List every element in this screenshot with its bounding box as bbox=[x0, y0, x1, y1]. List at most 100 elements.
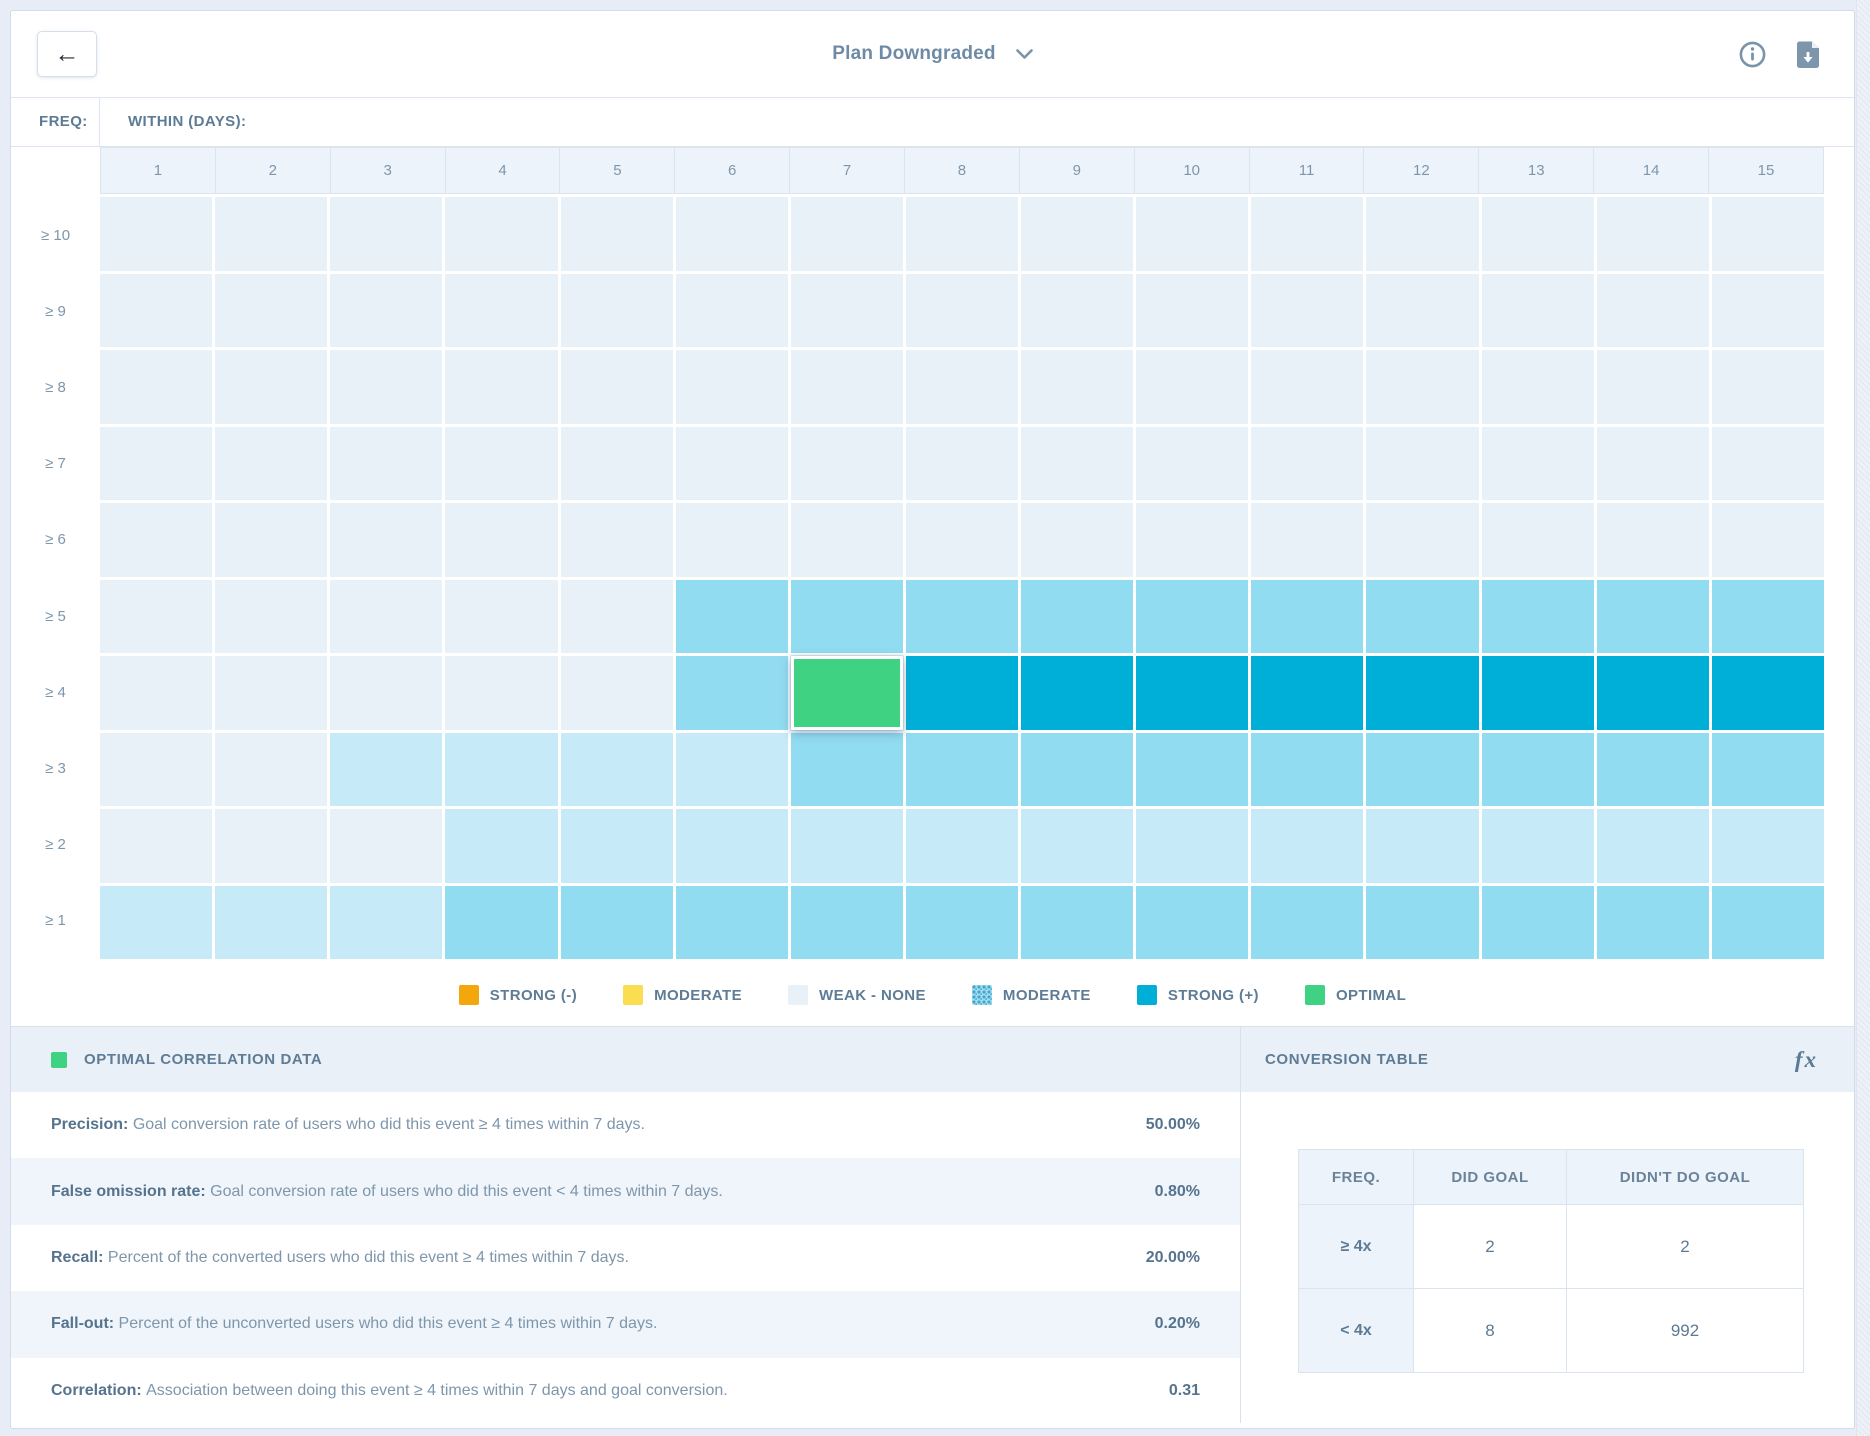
heatmap-cell[interactable] bbox=[905, 809, 1019, 883]
heatmap-cell[interactable] bbox=[1366, 426, 1479, 500]
heatmap-cell[interactable] bbox=[100, 273, 213, 347]
heatmap-cell[interactable] bbox=[330, 885, 443, 959]
heatmap-cell[interactable] bbox=[330, 656, 443, 730]
heatmap-cell[interactable] bbox=[1481, 885, 1594, 959]
heatmap-cell[interactable] bbox=[675, 503, 788, 577]
heatmap-cell[interactable] bbox=[790, 885, 903, 959]
heatmap-cell[interactable] bbox=[1366, 503, 1479, 577]
heatmap-cell[interactable] bbox=[560, 503, 673, 577]
heatmap-cell[interactable] bbox=[790, 350, 903, 424]
heatmap-cell[interactable] bbox=[1136, 503, 1249, 577]
heatmap-cell[interactable] bbox=[905, 197, 1019, 271]
heatmap-cell[interactable] bbox=[1021, 426, 1134, 500]
heatmap-cell[interactable] bbox=[445, 350, 558, 424]
heatmap-cell[interactable] bbox=[1251, 273, 1364, 347]
heatmap-cell[interactable] bbox=[1366, 197, 1479, 271]
heatmap-cell[interactable] bbox=[1711, 503, 1824, 577]
heatmap-cell[interactable] bbox=[1481, 579, 1594, 653]
heatmap-cell[interactable] bbox=[675, 197, 788, 271]
heatmap-cell[interactable] bbox=[905, 503, 1019, 577]
heatmap-cell[interactable] bbox=[905, 579, 1019, 653]
heatmap-cell[interactable] bbox=[1251, 426, 1364, 500]
heatmap-cell[interactable] bbox=[905, 273, 1019, 347]
heatmap-cell[interactable] bbox=[1021, 656, 1134, 730]
heatmap-cell[interactable] bbox=[1136, 656, 1249, 730]
heatmap-cell[interactable] bbox=[100, 197, 213, 271]
heatmap-cell[interactable] bbox=[1136, 273, 1249, 347]
heatmap-cell[interactable] bbox=[100, 350, 213, 424]
heatmap-cell[interactable] bbox=[1251, 809, 1364, 883]
heatmap-cell[interactable] bbox=[1136, 350, 1249, 424]
heatmap-cell[interactable] bbox=[790, 579, 903, 653]
heatmap-cell[interactable] bbox=[1596, 350, 1709, 424]
heatmap-cell[interactable] bbox=[445, 885, 558, 959]
heatmap-cell[interactable] bbox=[445, 579, 558, 653]
heatmap-cell[interactable] bbox=[1251, 656, 1364, 730]
heatmap-cell[interactable] bbox=[1711, 273, 1824, 347]
heatmap-cell[interactable] bbox=[1251, 885, 1364, 959]
heatmap-cell[interactable] bbox=[1481, 197, 1594, 271]
heatmap-cell[interactable] bbox=[215, 809, 328, 883]
heatmap-cell[interactable] bbox=[215, 273, 328, 347]
heatmap-cell[interactable] bbox=[330, 579, 443, 653]
heatmap-cell[interactable] bbox=[445, 809, 558, 883]
heatmap-cell[interactable] bbox=[1481, 503, 1594, 577]
heatmap-cell[interactable] bbox=[1021, 809, 1134, 883]
heatmap-cell[interactable] bbox=[215, 579, 328, 653]
heatmap-cell[interactable] bbox=[790, 426, 903, 500]
heatmap-cell[interactable] bbox=[790, 503, 903, 577]
heatmap-cell[interactable] bbox=[215, 503, 328, 577]
formula-fx-icon[interactable]: fx bbox=[1794, 1046, 1818, 1072]
heatmap-cell[interactable] bbox=[1596, 732, 1709, 806]
heatmap-cell[interactable] bbox=[1711, 579, 1824, 653]
heatmap-cell[interactable] bbox=[100, 503, 213, 577]
heatmap-cell[interactable] bbox=[1596, 579, 1709, 653]
heatmap-cell[interactable] bbox=[1711, 732, 1824, 806]
heatmap-cell[interactable] bbox=[1021, 885, 1134, 959]
heatmap-cell[interactable] bbox=[1481, 809, 1594, 883]
heatmap-cell[interactable] bbox=[1481, 732, 1594, 806]
heatmap-cell[interactable] bbox=[790, 197, 903, 271]
heatmap-cell[interactable] bbox=[1711, 426, 1824, 500]
heatmap-cell[interactable] bbox=[1251, 579, 1364, 653]
heatmap-cell[interactable] bbox=[1366, 273, 1479, 347]
heatmap-cell[interactable] bbox=[1136, 885, 1249, 959]
heatmap-cell[interactable] bbox=[560, 426, 673, 500]
heatmap-cell[interactable] bbox=[330, 732, 443, 806]
heatmap-cell[interactable] bbox=[1021, 503, 1134, 577]
info-icon[interactable] bbox=[1739, 41, 1766, 68]
heatmap-cell[interactable] bbox=[1136, 732, 1249, 806]
heatmap-cell[interactable] bbox=[215, 426, 328, 500]
heatmap-cell[interactable] bbox=[1136, 197, 1249, 271]
heatmap-cell[interactable] bbox=[215, 732, 328, 806]
heatmap-cell[interactable] bbox=[1021, 197, 1134, 271]
heatmap-cell[interactable] bbox=[100, 809, 213, 883]
heatmap-cell[interactable] bbox=[1481, 426, 1594, 500]
heatmap-cell[interactable] bbox=[790, 732, 903, 806]
heatmap-cell[interactable] bbox=[1251, 350, 1364, 424]
heatmap-cell[interactable] bbox=[1136, 426, 1249, 500]
heatmap-cell[interactable] bbox=[1596, 273, 1709, 347]
heatmap-cell[interactable] bbox=[215, 197, 328, 271]
heatmap-cell[interactable] bbox=[1711, 350, 1824, 424]
heatmap-cell[interactable] bbox=[560, 350, 673, 424]
event-selector[interactable]: Plan Downgraded bbox=[832, 43, 1033, 65]
heatmap-cell[interactable] bbox=[100, 656, 213, 730]
heatmap-cell[interactable] bbox=[905, 656, 1019, 730]
heatmap-cell[interactable] bbox=[100, 426, 213, 500]
heatmap-cell[interactable] bbox=[1251, 503, 1364, 577]
heatmap-cell[interactable] bbox=[1596, 809, 1709, 883]
heatmap-cell[interactable] bbox=[1366, 579, 1479, 653]
heatmap-cell[interactable] bbox=[1711, 656, 1824, 730]
heatmap-cell[interactable] bbox=[560, 656, 673, 730]
heatmap-cell[interactable] bbox=[330, 197, 443, 271]
heatmap-cell[interactable] bbox=[1251, 197, 1364, 271]
heatmap-cell[interactable] bbox=[445, 197, 558, 271]
heatmap-cell[interactable] bbox=[675, 809, 788, 883]
heatmap-cell[interactable] bbox=[1711, 885, 1824, 959]
heatmap-cell[interactable] bbox=[330, 273, 443, 347]
heatmap-cell[interactable] bbox=[1136, 579, 1249, 653]
heatmap-cell[interactable] bbox=[560, 885, 673, 959]
heatmap-cell[interactable] bbox=[1711, 197, 1824, 271]
heatmap-cell[interactable] bbox=[1366, 656, 1479, 730]
